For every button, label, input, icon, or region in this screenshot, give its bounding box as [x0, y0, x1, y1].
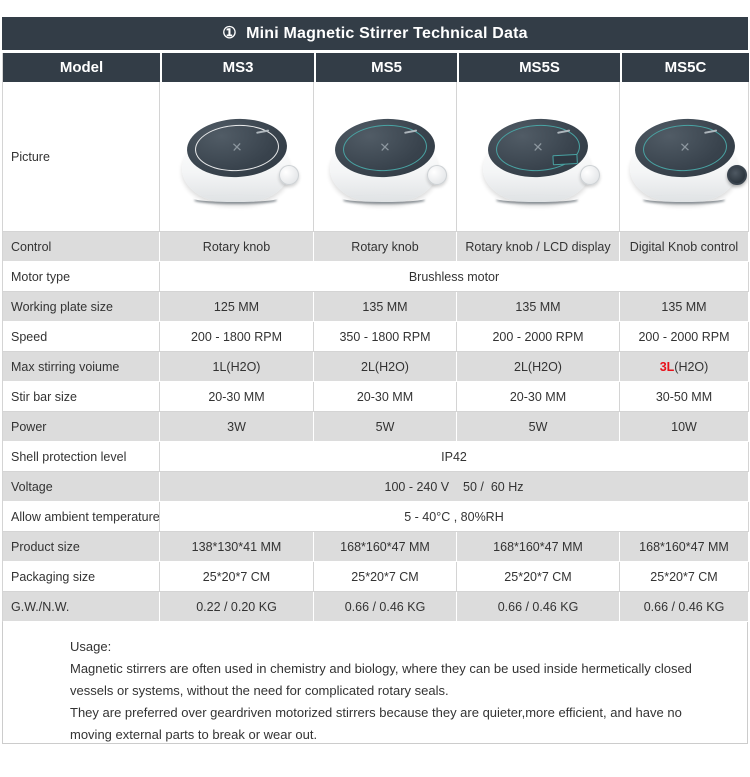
- row-label: Max stirring voiume: [3, 352, 160, 382]
- lcd-display: [552, 153, 578, 165]
- row-label: G.W./N.W.: [3, 592, 160, 622]
- cell-value: 25*20*7 CM: [160, 562, 314, 592]
- cell-value: 168*160*47 MM: [457, 532, 620, 562]
- row-shell-protection: Shell protection level IP42: [3, 442, 749, 472]
- cell-value: 350 - 1800 RPM: [314, 322, 457, 352]
- cell-span-value: 5 - 40°C , 80%RH: [160, 502, 749, 532]
- stirrer-knob: [278, 164, 299, 185]
- cell-value: 10W: [620, 412, 749, 442]
- cell-value: Digital Knob control: [620, 232, 749, 262]
- usage-heading: Usage:: [70, 639, 112, 654]
- row-voltage: Voltage 100 - 240 V 50 / 60 Hz: [3, 472, 749, 502]
- row-speed: Speed 200 - 1800 RPM 350 - 1800 RPM 200 …: [3, 322, 749, 352]
- cell-value: 168*160*47 MM: [314, 532, 457, 562]
- row-working-plate-size: Working plate size 125 MM 135 MM 135 MM …: [3, 292, 749, 322]
- cell-value: Rotary knob / LCD display: [457, 232, 620, 262]
- header-ms5: MS5: [314, 53, 457, 82]
- picture-cell-ms5s: ✕: [457, 82, 620, 232]
- picture-cell-ms5: ✕: [314, 82, 457, 232]
- row-packaging-size: Packaging size 25*20*7 CM 25*20*7 CM 25*…: [3, 562, 749, 592]
- cell-value: 0.66 / 0.46 KG: [457, 592, 620, 622]
- row-ambient-temperature: Allow ambient temperature 5 - 40°C , 80%…: [3, 502, 749, 532]
- cell-value: 125 MM: [160, 292, 314, 322]
- row-label: Stir bar size: [3, 382, 160, 412]
- row-gw-nw: G.W./N.W. 0.22 / 0.20 KG 0.66 / 0.46 KG …: [3, 592, 749, 622]
- cell-value: 138*130*41 MM: [160, 532, 314, 562]
- stirrer-knob: [727, 164, 747, 185]
- header-ms5c: MS5C: [620, 53, 749, 82]
- row-control: Control Rotary knob Rotary knob Rotary k…: [3, 232, 749, 262]
- row-label: Motor type: [3, 262, 160, 292]
- row-label: Speed: [3, 322, 160, 352]
- spec-table: Model MS3 MS5 MS5S MS5C Picture ✕: [2, 53, 749, 622]
- header-ms5s: MS5S: [457, 53, 620, 82]
- cell-value: 20-30 MM: [457, 382, 620, 412]
- row-product-size: Product size 138*130*41 MM 168*160*47 MM…: [3, 532, 749, 562]
- cell-value: 3W: [160, 412, 314, 442]
- picture-row: Picture ✕: [3, 82, 749, 232]
- cell-span-value: IP42: [160, 442, 749, 472]
- row-label: Working plate size: [3, 292, 160, 322]
- cell-value: 5W: [314, 412, 457, 442]
- picture-cell-ms3: ✕: [160, 82, 314, 232]
- header-ms3: MS3: [160, 53, 314, 82]
- cell-span-value: 100 - 240 V 50 / 60 Hz: [160, 472, 749, 502]
- cell-value: 0.22 / 0.20 KG: [160, 592, 314, 622]
- row-label: Allow ambient temperature: [3, 502, 160, 532]
- cell-highlighted-value: 3L(H2O): [620, 352, 749, 382]
- cell-value: 2L(H2O): [457, 352, 620, 382]
- cell-value: 135 MM: [457, 292, 620, 322]
- cell-value: 30-50 MM: [620, 382, 749, 412]
- header-model: Model: [3, 53, 160, 82]
- row-label: Power: [3, 412, 160, 442]
- picture-cell-ms5c: ✕: [620, 82, 749, 232]
- header-row: Model MS3 MS5 MS5S MS5C: [3, 53, 749, 82]
- cell-value: 5W: [457, 412, 620, 442]
- page-title: ① Mini Magnetic Stirrer Technical Data: [222, 25, 528, 42]
- row-power: Power 3W 5W 5W 10W: [3, 412, 749, 442]
- cell-value: 20-30 MM: [314, 382, 457, 412]
- row-stir-bar-size: Stir bar size 20-30 MM 20-30 MM 20-30 MM…: [3, 382, 749, 412]
- product-image-ms3: ✕: [172, 99, 302, 215]
- row-motor-type: Motor type Brushless motor: [3, 262, 749, 292]
- row-max-stirring-volume: Max stirring voiume 1L(H2O) 2L(H2O) 2L(H…: [3, 352, 749, 382]
- cell-value: 1L(H2O): [160, 352, 314, 382]
- stirrer-knob: [427, 164, 447, 185]
- usage-section: Usage: Magnetic stirrers are often used …: [2, 622, 748, 744]
- cell-value: 25*20*7 CM: [314, 562, 457, 592]
- cell-value: 200 - 2000 RPM: [457, 322, 620, 352]
- title-bar: ① Mini Magnetic Stirrer Technical Data: [2, 17, 748, 50]
- cell-value: 135 MM: [314, 292, 457, 322]
- row-label: Product size: [3, 532, 160, 562]
- spec-sheet: ① Mini Magnetic Stirrer Technical Data M…: [2, 17, 749, 744]
- usage-line: vessels or systems, without the need for…: [70, 683, 449, 698]
- cell-value: 200 - 1800 RPM: [160, 322, 314, 352]
- cell-value: 20-30 MM: [160, 382, 314, 412]
- row-label: Shell protection level: [3, 442, 160, 472]
- usage-line: Magnetic stirrers are often used in chem…: [70, 661, 692, 676]
- cell-value: 168*160*47 MM: [620, 532, 749, 562]
- cell-value: 135 MM: [620, 292, 749, 322]
- row-label: Control: [3, 232, 160, 262]
- highlight-red-text: 3L: [659, 359, 675, 374]
- cell-value: Rotary knob: [160, 232, 314, 262]
- row-label: Packaging size: [3, 562, 160, 592]
- usage-line: They are preferred over geardriven motor…: [70, 705, 682, 720]
- product-image-ms5c: ✕: [620, 99, 748, 215]
- highlight-rest-text: (H2O): [674, 359, 709, 374]
- cell-value: 25*20*7 CM: [457, 562, 620, 592]
- row-label-picture: Picture: [3, 82, 160, 232]
- usage-line: moving external parts to break or wear o…: [70, 727, 318, 742]
- cell-value: 25*20*7 CM: [620, 562, 749, 592]
- cell-value: 200 - 2000 RPM: [620, 322, 749, 352]
- stirrer-knob: [580, 164, 600, 185]
- row-label: Voltage: [3, 472, 160, 502]
- cell-value: 2L(H2O): [314, 352, 457, 382]
- cell-value: Rotary knob: [314, 232, 457, 262]
- product-image-ms5s: ✕: [473, 99, 603, 215]
- cell-span-value: Brushless motor: [160, 262, 749, 292]
- cell-value: 0.66 / 0.46 KG: [314, 592, 457, 622]
- product-image-ms5: ✕: [320, 99, 450, 215]
- cell-value: 0.66 / 0.46 KG: [620, 592, 749, 622]
